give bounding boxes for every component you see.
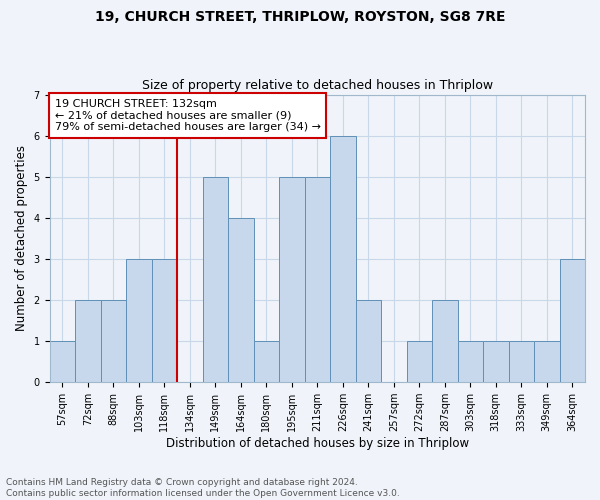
Bar [279,176,305,382]
Bar [101,300,126,382]
Bar [509,341,534,382]
Bar [330,136,356,382]
Bar [560,259,585,382]
Bar [432,300,458,382]
Title: Size of property relative to detached houses in Thriplow: Size of property relative to detached ho… [142,79,493,92]
Text: 19, CHURCH STREET, THRIPLOW, ROYSTON, SG8 7RE: 19, CHURCH STREET, THRIPLOW, ROYSTON, SG… [95,10,505,24]
Bar [305,176,330,382]
Bar [50,341,75,382]
Text: Contains HM Land Registry data © Crown copyright and database right 2024.
Contai: Contains HM Land Registry data © Crown c… [6,478,400,498]
Bar [534,341,560,382]
X-axis label: Distribution of detached houses by size in Thriplow: Distribution of detached houses by size … [166,437,469,450]
Bar [483,341,509,382]
Bar [228,218,254,382]
Bar [75,300,101,382]
Text: 19 CHURCH STREET: 132sqm
← 21% of detached houses are smaller (9)
79% of semi-de: 19 CHURCH STREET: 132sqm ← 21% of detach… [55,99,321,132]
Bar [126,259,152,382]
Bar [254,341,279,382]
Bar [356,300,381,382]
Bar [152,259,177,382]
Y-axis label: Number of detached properties: Number of detached properties [15,146,28,332]
Bar [458,341,483,382]
Bar [407,341,432,382]
Bar [203,176,228,382]
